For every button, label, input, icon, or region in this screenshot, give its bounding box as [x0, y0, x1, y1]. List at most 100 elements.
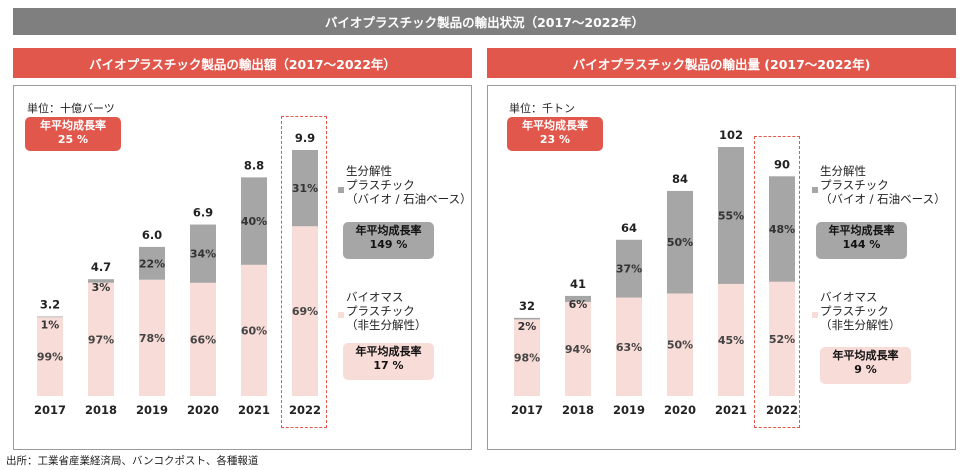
left-bar-degradable-2022 [292, 150, 318, 227]
left-degradable-pct-2021: 40% [241, 215, 267, 228]
left-biomass-pct-2021: 60% [241, 324, 267, 337]
left-degradable-cagr-badge: 年平均成長率 149 % [343, 222, 434, 259]
right-bar-degradable-2021 [718, 147, 744, 284]
right-total-label-2021: 102 [719, 128, 743, 142]
right-total-label-2019: 64 [621, 221, 637, 235]
right-degradable-pct-2018: 6% [569, 298, 588, 311]
right-biomass-pct-2017: 98% [514, 352, 540, 365]
left-degradable-cagr-label: 年平均成長率 [355, 224, 422, 237]
left-legend-degradable: 生分解性 プラスチック （バイオ / 石油ベース） [346, 164, 472, 206]
right-degradable-pct-2017: 2% [518, 320, 537, 333]
left-bar-biomass-2019 [139, 279, 165, 396]
left-total-label-2021: 8.8 [244, 158, 264, 172]
left-biomass-cagr-badge: 年平均成長率 17 % [343, 343, 434, 380]
right-bar-biomass-2018 [565, 301, 591, 396]
right-total-label-2022: 90 [774, 157, 790, 171]
right-total-label-2020: 84 [672, 172, 688, 186]
right-bar-degradable-2022 [769, 176, 795, 282]
left-panel-title: バイオプラスチック製品の輸出額（2017～2022年） [13, 48, 472, 78]
left-x-label-2019: 2019 [136, 403, 168, 417]
left-x-label-2020: 2020 [187, 403, 219, 417]
right-bar-biomass-2022 [769, 281, 795, 396]
left-total-cagr-badge: 年平均成長率 25 % [25, 117, 121, 151]
left-legend-biomass: バイオマス プラスチック （非生分解性） [346, 290, 427, 332]
left-degradable-pct-2020: 34% [190, 248, 216, 261]
left-x-label-2021: 2021 [238, 403, 270, 417]
right-bar-biomass-2017 [514, 319, 540, 396]
left-biomass-cagr-label: 年平均成長率 [355, 345, 422, 358]
right-legend-degradable-swatch [812, 187, 818, 193]
right-x-label-2022: 2022 [766, 403, 798, 417]
right-total-label-2017: 32 [519, 299, 535, 313]
right-biomass-pct-2021: 45% [718, 334, 744, 347]
left-biomass-pct-2022: 69% [292, 305, 318, 318]
right-total-label-2018: 41 [570, 277, 586, 291]
right-biomass-cagr-label: 年平均成長率 [832, 349, 899, 362]
right-biomass-pct-2019: 63% [616, 341, 642, 354]
right-2022-highlight [754, 136, 800, 428]
right-total-cagr-value: 23 % [539, 133, 571, 146]
left-bar-biomass-2020 [190, 282, 216, 396]
right-bar-biomass-2021 [718, 283, 744, 396]
right-biomass-pct-2018: 94% [565, 343, 591, 356]
right-x-label-2017: 2017 [511, 403, 543, 417]
right-legend-biomass-swatch [812, 312, 818, 318]
left-bar-degradable-2017 [37, 316, 63, 318]
right-bar-degradable-2020 [667, 190, 693, 294]
left-total-cagr-value: 25 % [57, 133, 89, 146]
right-bar-degradable-2017 [514, 317, 540, 320]
left-total-label-2017: 3.2 [40, 297, 60, 311]
left-legend-degradable-swatch [338, 187, 344, 193]
right-biomass-cagr-badge: 年平均成長率 9 % [820, 347, 911, 384]
left-bar-degradable-2021 [241, 177, 267, 265]
right-legend-biomass: バイオマス プラスチック （非生分解性） [820, 290, 901, 332]
left-bar-degradable-2018 [88, 279, 114, 283]
main-title: バイオプラスチック製品の輸出状況（2017～2022年） [13, 8, 956, 35]
right-total-cagr-badge: 年平均成長率 23 % [507, 117, 603, 151]
left-unit-label: 単位：十億バーツ [27, 102, 115, 115]
left-total-label-2019: 6.0 [142, 228, 162, 242]
left-bar-biomass-2017 [37, 317, 63, 396]
source-note: 出所：工業省産業経済局、バンコクポスト、各種報道 [6, 455, 259, 467]
left-degradable-pct-2019: 22% [139, 257, 165, 270]
left-degradable-cagr-value: 149 % [369, 238, 408, 251]
right-legend-degradable: 生分解性 プラスチック （バイオ / 石油ベース） [820, 164, 946, 206]
left-total-label-2022: 9.9 [295, 131, 315, 145]
left-degradable-pct-2022: 31% [292, 182, 318, 195]
left-bar-degradable-2020 [190, 224, 216, 283]
left-bar-degradable-2019 [139, 246, 165, 280]
right-biomass-pct-2020: 50% [667, 339, 693, 352]
left-bar-biomass-2021 [241, 264, 267, 396]
left-degradable-pct-2018: 3% [92, 281, 111, 294]
right-x-label-2020: 2020 [664, 403, 696, 417]
right-x-label-2018: 2018 [562, 403, 594, 417]
right-x-label-2021: 2021 [715, 403, 747, 417]
left-total-cagr-label: 年平均成長率 [40, 119, 106, 132]
right-unit-label: 単位：千トン [509, 102, 575, 115]
right-degradable-pct-2020: 50% [667, 236, 693, 249]
right-degradable-cagr-label: 年平均成長率 [828, 224, 895, 237]
left-chart-panel [13, 85, 472, 450]
left-2022-highlight [281, 116, 327, 428]
left-biomass-pct-2019: 78% [139, 332, 165, 345]
right-panel-title: バイオプラスチック製品の輸出量 (2017～2022年) [487, 48, 956, 78]
left-biomass-pct-2018: 97% [88, 333, 114, 346]
right-chart-panel [487, 85, 956, 450]
right-bar-biomass-2020 [667, 293, 693, 396]
left-x-label-2018: 2018 [85, 403, 117, 417]
left-degradable-pct-2017: 1% [41, 318, 60, 331]
right-degradable-pct-2022: 48% [769, 223, 795, 236]
left-legend-biomass-swatch [338, 312, 344, 318]
left-biomass-cagr-value: 17 % [373, 359, 404, 372]
right-degradable-cagr-value: 144 % [842, 238, 881, 251]
right-biomass-pct-2022: 52% [769, 333, 795, 346]
right-degradable-cagr-badge: 年平均成長率 144 % [816, 222, 907, 259]
right-degradable-pct-2021: 55% [718, 209, 744, 222]
left-total-label-2018: 4.7 [91, 260, 111, 274]
left-bar-biomass-2022 [292, 226, 318, 396]
left-x-label-2022: 2022 [289, 403, 321, 417]
right-x-label-2019: 2019 [613, 403, 645, 417]
left-bar-biomass-2018 [88, 282, 114, 396]
left-x-label-2017: 2017 [34, 403, 66, 417]
